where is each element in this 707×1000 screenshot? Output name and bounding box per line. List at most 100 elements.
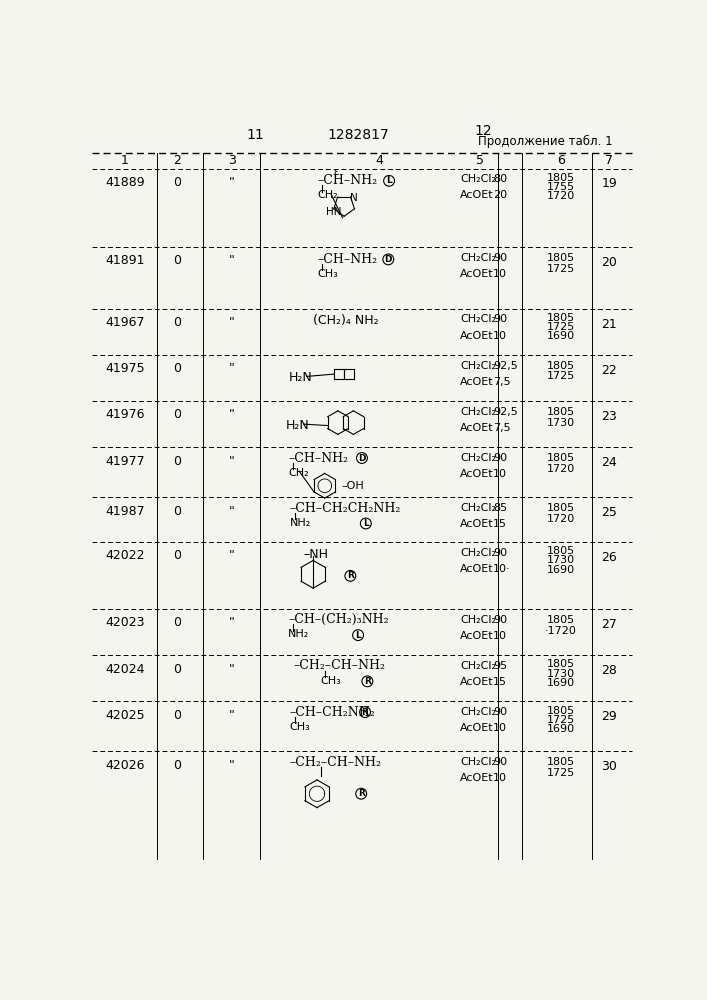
Text: 1755: 1755 [547,182,575,192]
Text: AcOEt: AcOEt [460,677,494,687]
Text: L: L [355,631,361,640]
Text: CH₂Cl₂: CH₂Cl₂ [460,253,496,263]
Text: –CH₂–CH–NH₂: –CH₂–CH–NH₂ [293,659,386,672]
Text: 1805: 1805 [547,173,575,183]
Text: AcOEt: AcOEt [460,564,494,574]
Text: Продолжение табл. 1: Продолжение табл. 1 [479,135,613,148]
Text: 1725: 1725 [547,264,575,274]
Text: 41976: 41976 [105,408,144,421]
Text: 1805: 1805 [547,503,575,513]
Text: 15: 15 [493,677,507,687]
Text: ": " [229,408,235,421]
Text: CH₂Cl₂: CH₂Cl₂ [460,615,496,625]
Text: CH₂Cl₂: CH₂Cl₂ [460,503,496,513]
Text: 1725: 1725 [547,371,575,381]
Text: AcOEt: AcOEt [460,377,494,387]
Text: 6: 6 [557,154,565,167]
Text: 41977: 41977 [105,455,145,468]
Text: ": " [229,616,235,629]
Text: 1805: 1805 [547,453,575,463]
Text: 28: 28 [601,664,617,677]
Text: 29: 29 [601,710,617,723]
Text: 90: 90 [493,757,507,767]
Text: 1805: 1805 [547,313,575,323]
Text: CH₂Cl₂: CH₂Cl₂ [460,361,496,371]
Text: NH₂: NH₂ [288,629,310,639]
Text: 1805: 1805 [547,407,575,417]
Text: 0: 0 [173,176,182,189]
Text: –CH–NH₂: –CH–NH₂ [317,174,377,187]
Text: 15: 15 [493,519,507,529]
Text: AcOEt: AcOEt [460,519,494,529]
Text: 0: 0 [173,549,182,562]
Text: AcOEt: AcOEt [460,469,494,479]
Text: (CH₂)₄ NH₂: (CH₂)₄ NH₂ [313,314,379,327]
Text: 42026: 42026 [105,759,144,772]
Text: 20: 20 [601,256,617,269]
Text: H₂N: H₂N [288,371,312,384]
Text: 10: 10 [493,631,507,641]
Text: 42024: 42024 [105,663,144,676]
Text: D: D [358,454,366,463]
Text: 21: 21 [601,318,617,331]
Text: AcOEt: AcOEt [460,631,494,641]
Text: 0: 0 [173,316,182,329]
Text: 19: 19 [601,177,617,190]
Text: 30: 30 [601,760,617,773]
Text: 10: 10 [493,723,507,733]
Text: 1805: 1805 [547,757,575,767]
Text: CH₂Cl₂: CH₂Cl₂ [460,407,496,417]
Text: 1690: 1690 [547,565,575,575]
Text: 1730: 1730 [547,418,575,428]
Text: 3: 3 [228,154,235,167]
Text: ": " [229,254,235,267]
Text: ": " [229,709,235,722]
Text: ": " [229,176,235,189]
Text: 90: 90 [493,253,507,263]
Text: –CH–NH₂: –CH–NH₂ [317,253,377,266]
Text: 1690: 1690 [547,678,575,688]
Text: 10: 10 [493,469,507,479]
Text: 90: 90 [493,615,507,625]
Text: CH₂Cl₂: CH₂Cl₂ [460,707,496,717]
Text: 90: 90 [493,707,507,717]
Text: CH₃: CH₃ [320,676,341,686]
Text: –CH₂–CH–NH₂: –CH₂–CH–NH₂ [290,756,382,769]
Text: R: R [347,571,354,580]
Text: HN: HN [325,207,341,217]
Text: 26: 26 [601,551,617,564]
Text: CH₃: CH₃ [317,269,338,279]
Text: NH₂: NH₂ [290,518,311,528]
Text: 1720: 1720 [547,514,575,524]
Text: 80: 80 [493,174,507,184]
Text: 95: 95 [493,661,507,671]
Text: 1: 1 [121,154,129,167]
Text: CH₂Cl₂: CH₂Cl₂ [460,548,496,558]
Text: 1720: 1720 [547,191,575,201]
Text: 11: 11 [246,128,264,142]
Text: R: R [361,708,368,717]
Text: ": " [229,663,235,676]
Text: 10: 10 [493,331,507,341]
Text: –CH–(CH₂)₃NH₂: –CH–(CH₂)₃NH₂ [288,613,389,626]
Text: CH₂Cl₂: CH₂Cl₂ [460,757,496,767]
Text: 0: 0 [173,408,182,421]
Text: CH₂Cl₂: CH₂Cl₂ [460,453,496,463]
Text: 7,5: 7,5 [493,377,510,387]
Text: 10: 10 [493,773,507,783]
Text: 41889: 41889 [105,176,145,189]
Text: CH₂Cl₂: CH₂Cl₂ [460,174,496,184]
Text: 7,5: 7,5 [493,423,510,433]
Text: N: N [349,193,357,203]
Text: 4: 4 [375,154,383,167]
Text: CH₂: CH₂ [317,190,338,200]
Text: 1720: 1720 [547,464,575,474]
Text: ": " [229,549,235,562]
Text: H₂N: H₂N [286,419,310,432]
Text: AcOEt: AcOEt [460,773,494,783]
Text: 0: 0 [173,663,182,676]
Text: 90: 90 [493,453,507,463]
Text: –NH: –NH [304,548,329,561]
Text: 0: 0 [173,709,182,722]
Text: 1730: 1730 [547,555,575,565]
